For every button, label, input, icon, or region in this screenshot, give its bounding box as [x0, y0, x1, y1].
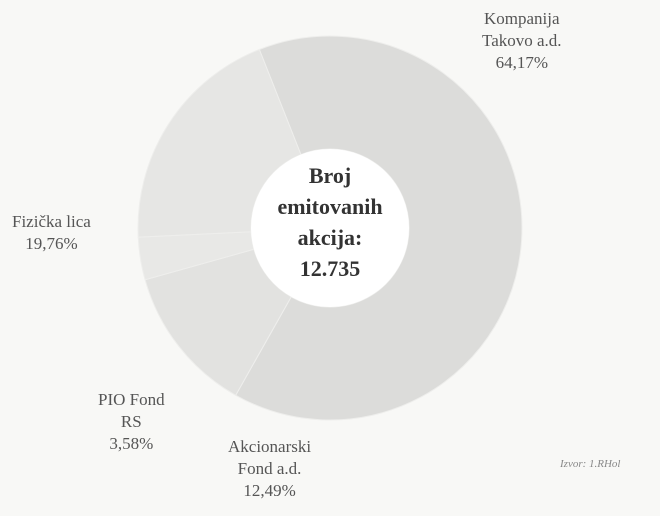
- slice-label-akcionarski-fond: Akcionarski Fond a.d. 12,49%: [228, 436, 311, 502]
- donut-hole: [251, 149, 409, 307]
- slice-label-pio-fond: PIO Fond RS 3,58%: [98, 389, 165, 455]
- source-note: Izvor: 1.RHol: [560, 458, 621, 470]
- donut-slices: [137, 35, 523, 421]
- center-label-line: Broj: [308, 163, 352, 188]
- slice-name-line: Fond a.d.: [237, 459, 302, 478]
- donut-center-label: Broj emitovanih akcija: 12.735: [255, 160, 405, 284]
- slice-value-label: 12,49%: [243, 481, 296, 500]
- center-label-line: 12.735: [299, 256, 361, 281]
- slice-label-fizicka-lica: Fizička lica 19,76%: [12, 211, 91, 255]
- slice-value-label: 19,76%: [25, 234, 78, 253]
- slice-name-line: Kompanija: [484, 9, 560, 28]
- slice-value-label: 64,17%: [495, 53, 548, 72]
- slice-name-line: Akcionarski: [228, 437, 312, 456]
- slice-name-line: Fizička lica: [12, 212, 91, 231]
- slice-name-line: RS: [120, 412, 142, 431]
- center-label-line: emitovanih: [277, 194, 383, 219]
- slice-name-line: PIO Fond: [98, 390, 165, 409]
- slice-label-kompanija-takovo: Kompanija Takovo a.d. 64,17%: [482, 8, 562, 74]
- center-label-line: akcija:: [297, 225, 363, 250]
- slice-value-label: 3,58%: [109, 434, 154, 453]
- slice-name-line: Takovo a.d.: [482, 31, 562, 50]
